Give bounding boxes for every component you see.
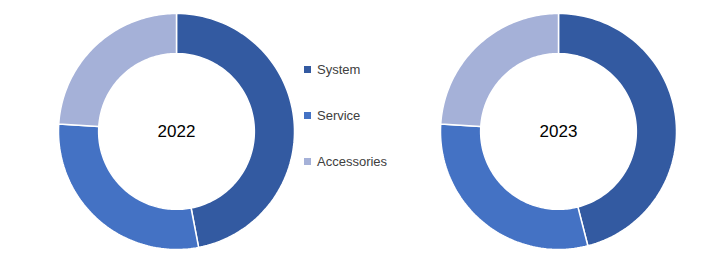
html-text:Service: Service xyxy=(317,108,361,123)
svg-text:2023: 2023 xyxy=(540,122,578,141)
html-text:System: System xyxy=(317,62,361,77)
svg-text:2022: 2022 xyxy=(158,122,196,141)
html-text:Accessories: Accessories xyxy=(317,154,388,169)
